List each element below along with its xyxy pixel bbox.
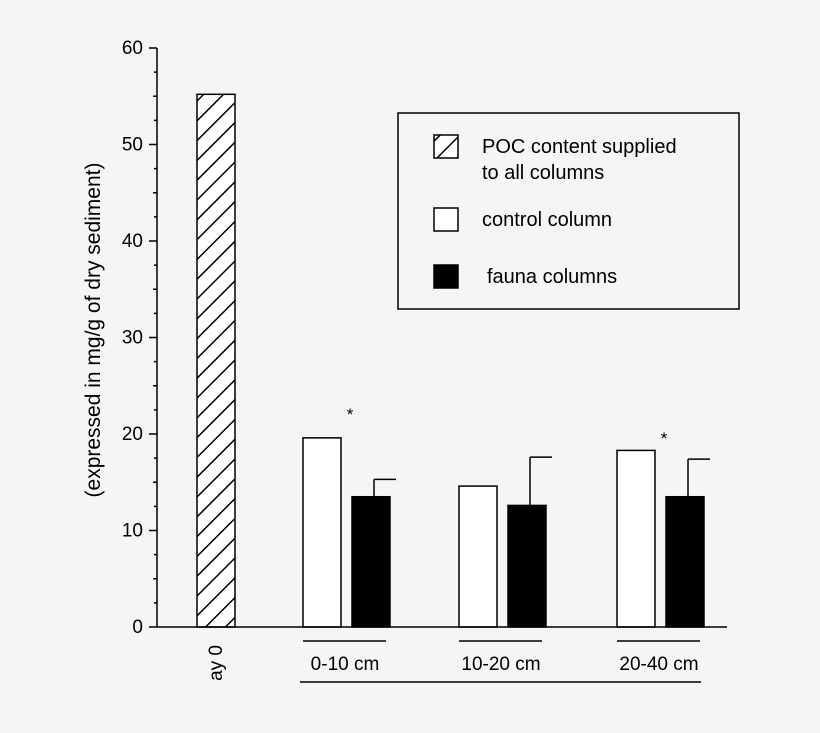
y-axis-label: (expressed in mg/g of dry sediment) (82, 163, 105, 498)
y-tick-label: 0 (132, 617, 143, 638)
legend-swatch (433, 264, 459, 289)
y-tick-label: 40 (122, 231, 143, 252)
legend-box (397, 112, 740, 310)
y-axis: 0 10 20 30 40 50 60 (122, 38, 158, 638)
legend-swatch (433, 134, 459, 159)
x-group-label: 0-10 cm (311, 654, 380, 675)
bar-control (616, 449, 656, 628)
x-axis: ay 0 0-10 cm 10-20 cm 20-40 cm (157, 626, 727, 683)
y-tick-label: 60 (122, 38, 143, 59)
legend: POC content supplied to all columns contro… (397, 112, 740, 310)
x-category-label: ay 0 (206, 645, 227, 681)
significance-marker: * (347, 405, 354, 424)
bar-control (458, 485, 498, 628)
legend-swatch (433, 207, 459, 232)
legend-label: POC content supplied (482, 136, 677, 158)
significance-marker: * (661, 429, 668, 448)
legend-label: control column (482, 209, 612, 231)
legend-label: to all columns (482, 162, 604, 184)
y-tick-label: 30 (122, 328, 143, 349)
x-group-label: 20-40 cm (619, 654, 698, 675)
y-tick-label: 50 (122, 135, 143, 156)
bar-day0 (196, 93, 236, 628)
legend-label: fauna columns (487, 266, 617, 288)
bar-fauna (665, 495, 705, 628)
bar-fauna (507, 504, 547, 628)
y-tick-label: 10 (122, 521, 143, 542)
bar-fauna (351, 495, 391, 628)
bars: ** (196, 93, 710, 628)
y-tick-label: 20 (122, 424, 143, 445)
bar-control (302, 437, 342, 628)
x-group-label: 10-20 cm (461, 654, 540, 675)
